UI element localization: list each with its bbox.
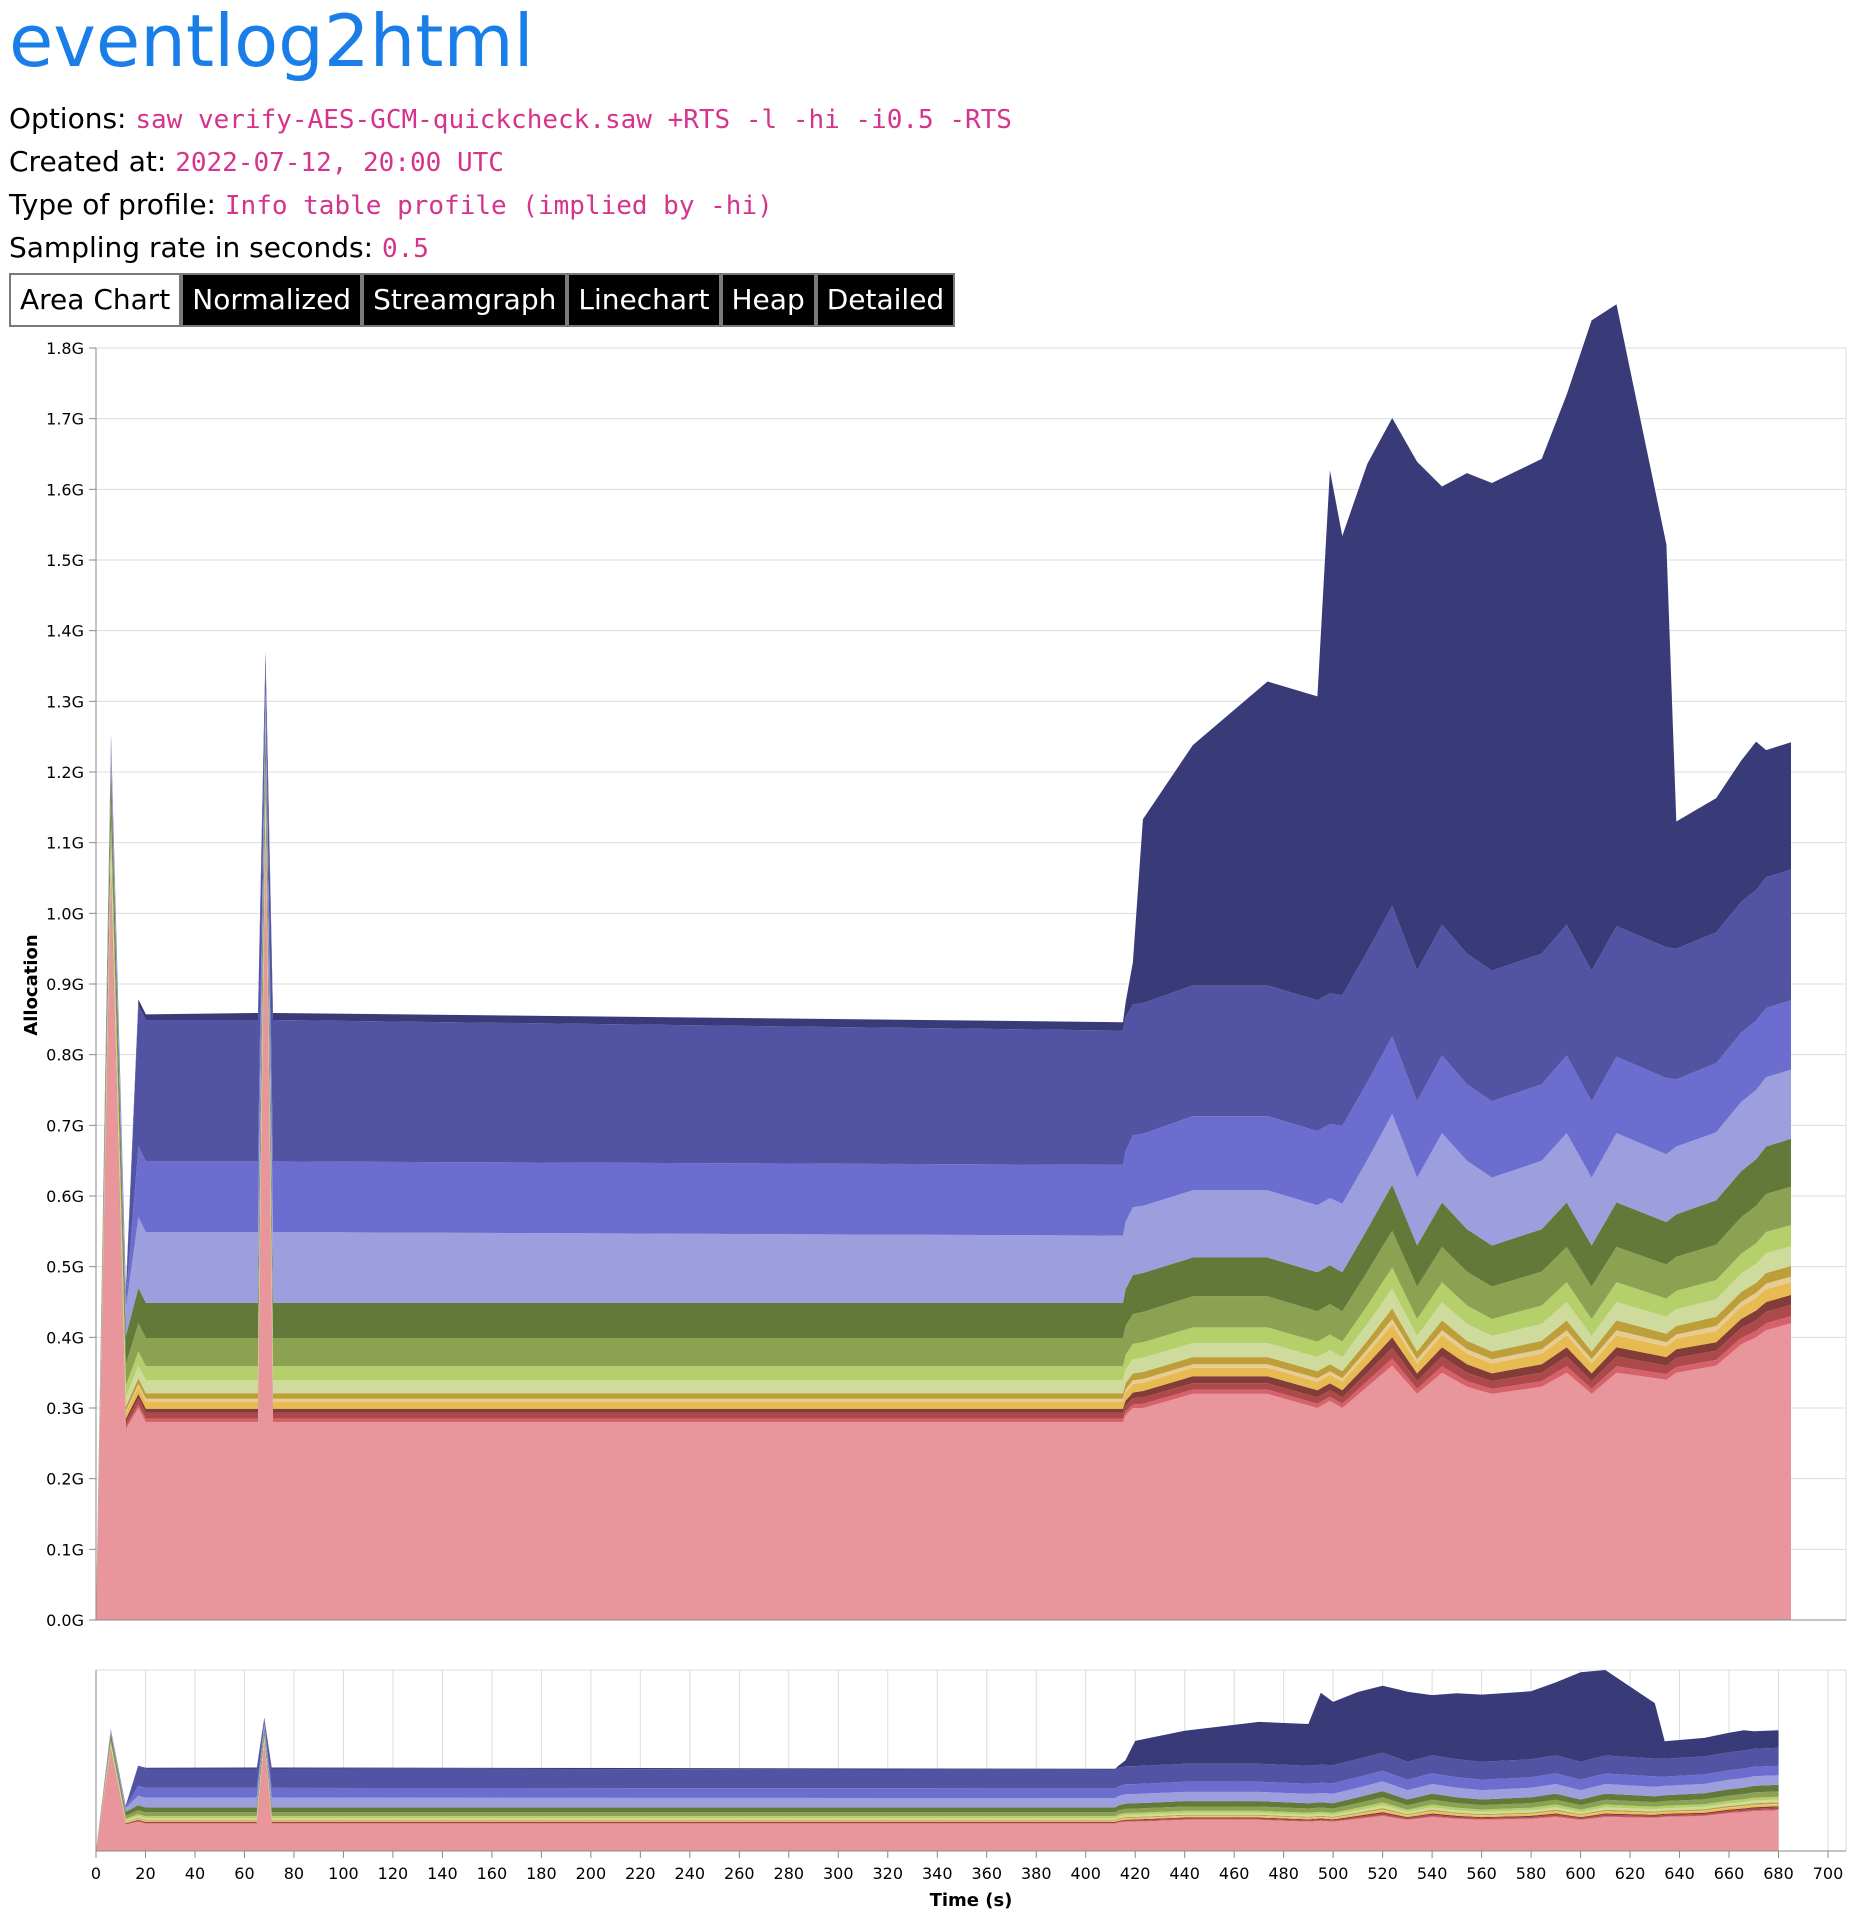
x-tick-label: 420: [1120, 1864, 1151, 1883]
x-tick-label: 680: [1763, 1864, 1794, 1883]
created-label: Created at:: [9, 145, 167, 178]
y-tick-label: 0.0G: [46, 1611, 84, 1630]
x-tick-label: 560: [1466, 1864, 1497, 1883]
tab-normalized[interactable]: Normalized: [181, 273, 363, 327]
y-axis-title: Allocation: [21, 934, 42, 1035]
y-tick-label: 0.9G: [46, 975, 84, 994]
x-tick-label: 220: [625, 1864, 656, 1883]
y-tick-label: 1.4G: [46, 622, 84, 641]
x-tick-label: 520: [1367, 1864, 1398, 1883]
y-tick-label: 0.1G: [46, 1540, 84, 1559]
profile-type-row: Type of profile: Info table profile (imp…: [9, 187, 773, 224]
x-tick-label: 20: [135, 1864, 155, 1883]
y-tick-label: 1.3G: [46, 692, 84, 711]
main-axes: 0.0G 0.1G 0.2G 0.3G 0.4G 0.5G 0.6G 0.7G 0.8G 0.9G…: [46, 339, 1846, 1630]
y-tick-label: 1.0G: [46, 904, 84, 923]
x-tick-label: 240: [675, 1864, 706, 1883]
tab-detailed[interactable]: Detailed: [815, 273, 956, 327]
overview-area-chart[interactable]: [96, 1670, 1779, 1851]
x-tick-label: 300: [823, 1864, 854, 1883]
x-tick-label: 140: [427, 1864, 458, 1883]
y-tick-label: 0.5G: [46, 1258, 84, 1277]
x-tick-label: 180: [526, 1864, 557, 1883]
created-row: Created at: 2022-07-12, 20:00 UTC: [9, 144, 504, 181]
x-tick-label: 260: [724, 1864, 755, 1883]
y-tick-label: 1.2G: [46, 763, 84, 782]
main-area-chart[interactable]: [96, 304, 1791, 1621]
page-title: eventlog2html: [9, 0, 534, 83]
created-value: 2022-07-12, 20:00 UTC: [175, 148, 504, 178]
sampling-rate-row: Sampling rate in seconds: 0.5: [9, 230, 429, 267]
sampling-rate-value: 0.5: [381, 234, 429, 264]
x-tick-label: 80: [284, 1864, 304, 1883]
x-tick-label: 60: [234, 1864, 254, 1883]
sampling-rate-label: Sampling rate in seconds:: [9, 231, 374, 264]
main-series-11[interactable]: [96, 700, 1791, 1620]
x-tick-label: 640: [1664, 1864, 1695, 1883]
overview-x-axis: 0 20 40 60 80 100 120 140 160 180 200 220 240 260 280 3…: [91, 1670, 1846, 1883]
y-tick-label: 1.1G: [46, 834, 84, 853]
chart-tabs: Area Chart Normalized Streamgraph Linech…: [9, 273, 956, 327]
x-tick-label: 600: [1565, 1864, 1596, 1883]
x-tick-label: 0: [91, 1864, 101, 1883]
x-tick-label: 500: [1318, 1864, 1349, 1883]
x-tick-label: 480: [1268, 1864, 1299, 1883]
tab-heap[interactable]: Heap: [720, 273, 816, 327]
y-tick-label: 0.3G: [46, 1399, 84, 1418]
x-tick-label: 320: [872, 1864, 903, 1883]
y-tick-label: 1.6G: [46, 480, 84, 499]
x-tick-label: 440: [1169, 1864, 1200, 1883]
x-tick-label: 400: [1070, 1864, 1101, 1883]
x-tick-label: 460: [1219, 1864, 1250, 1883]
options-row: Options: saw verify-AES-GCM-quickcheck.s…: [9, 101, 1012, 138]
overview-series-14[interactable]: [96, 1670, 1779, 1851]
x-tick-label: 200: [576, 1864, 607, 1883]
tab-streamgraph[interactable]: Streamgraph: [362, 273, 568, 327]
profile-type-label: Type of profile:: [9, 188, 216, 221]
main-series-0[interactable]: [96, 842, 1791, 1620]
x-tick-label: 380: [1021, 1864, 1052, 1883]
y-tick-label: 1.8G: [46, 339, 84, 358]
options-value: saw verify-AES-GCM-quickcheck.saw +RTS -…: [135, 105, 1012, 135]
x-tick-label: 100: [328, 1864, 359, 1883]
overview-series-11[interactable]: [96, 1724, 1779, 1852]
overview-series-13[interactable]: [96, 1719, 1779, 1851]
y-tick-label: 0.6G: [46, 1187, 84, 1206]
y-tick-label: 0.7G: [46, 1116, 84, 1135]
x-tick-label: 340: [922, 1864, 953, 1883]
y-tick-label: 1.7G: [46, 410, 84, 429]
x-tick-label: 580: [1516, 1864, 1547, 1883]
tab-linechart[interactable]: Linechart: [567, 273, 721, 327]
y-tick-label: 0.2G: [46, 1470, 84, 1489]
overview-series-0[interactable]: [96, 1744, 1779, 1851]
tab-area-chart[interactable]: Area Chart: [9, 273, 182, 327]
x-tick-label: 660: [1714, 1864, 1745, 1883]
x-tick-label: 620: [1615, 1864, 1646, 1883]
y-tick-label: 1.5G: [46, 551, 84, 570]
main-series-13[interactable]: [96, 665, 1791, 1620]
y-tick-label: 0.4G: [46, 1328, 84, 1347]
x-tick-label: 360: [971, 1864, 1002, 1883]
x-tick-label: 120: [378, 1864, 409, 1883]
x-tick-label: 540: [1417, 1864, 1448, 1883]
main-series-14[interactable]: [96, 304, 1791, 1621]
x-tick-label: 160: [477, 1864, 508, 1883]
options-label: Options:: [9, 102, 127, 135]
x-tick-label: 280: [774, 1864, 805, 1883]
profile-type-value: Info table profile (implied by -hi): [224, 191, 773, 221]
x-tick-label: 700: [1813, 1864, 1844, 1883]
x-tick-label: 40: [185, 1864, 205, 1883]
y-tick-label: 0.8G: [46, 1046, 84, 1065]
x-axis-title: Time (s): [930, 1890, 1013, 1911]
